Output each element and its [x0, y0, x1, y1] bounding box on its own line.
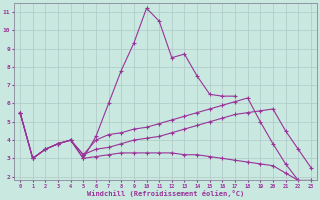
X-axis label: Windchill (Refroidissement éolien,°C): Windchill (Refroidissement éolien,°C) [87, 190, 244, 197]
